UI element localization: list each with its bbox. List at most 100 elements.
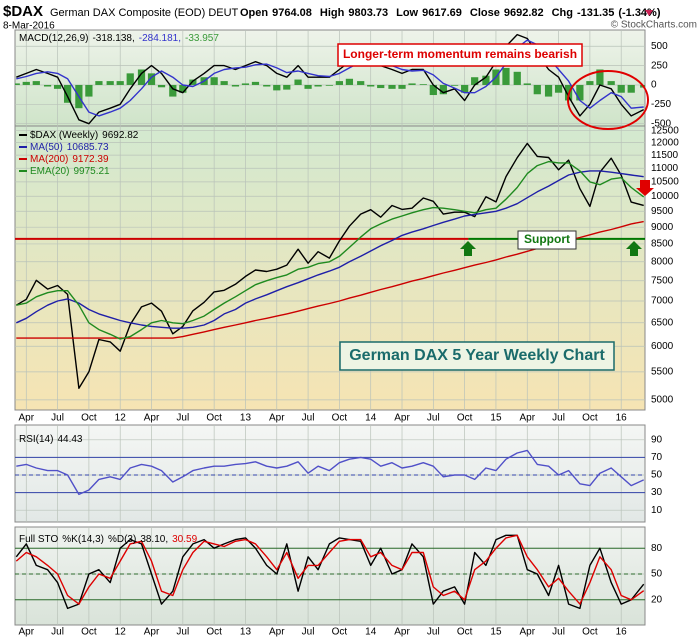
x-tick-label: Jul <box>427 413 440 424</box>
x-tick-label: Jul <box>552 627 565 638</box>
y-tick-label: 8500 <box>651 239 674 250</box>
histogram-bar <box>544 84 553 97</box>
legend-value: 9172.39 <box>72 154 109 165</box>
histogram-bar <box>169 84 177 97</box>
x-tick-label: 16 <box>616 627 628 638</box>
copyright: © StockCharts.com <box>611 20 697 31</box>
x-tick-label: Jul <box>302 413 315 424</box>
x-tick-label: Apr <box>394 413 410 424</box>
x-tick-label: Apr <box>144 413 160 424</box>
histogram-bar <box>617 84 625 93</box>
stat-label: Low <box>396 7 418 19</box>
histogram-bar <box>53 84 62 89</box>
histogram-bar <box>325 84 333 86</box>
legend-value: 30.59 <box>172 534 197 545</box>
histogram-bar <box>408 83 416 85</box>
y-tick-label: 11000 <box>651 163 679 174</box>
x-tick-label: Apr <box>519 627 535 638</box>
support-box <box>517 230 577 250</box>
panel-labels: -500 -250 0 250 500 MACD(12,26,9) -318.138, -28… <box>19 33 671 130</box>
legend-value: -318.138, <box>92 33 134 44</box>
y-tick-label: 6000 <box>651 341 674 352</box>
y-tick-label: 80 <box>651 543 663 554</box>
legend-entry: MA(200) 9172.39 <box>30 154 109 165</box>
panel-labels: 20 50 80 Full STO %K(14,3) %D(3) 38.10, 30.59 Ap… <box>18 534 662 638</box>
up-arrow <box>460 241 476 256</box>
legend: Full STO %K(14,3) %D(3) 38.10, 30.59 <box>19 534 198 545</box>
histogram-bar <box>32 81 40 85</box>
stat-label: Chg <box>552 7 573 19</box>
y-tick-label: -500 <box>651 118 671 129</box>
y-tick-label: 20 <box>651 594 663 605</box>
x-tick-label: Jul <box>552 413 565 424</box>
stat-value: 9692.82 <box>504 7 544 19</box>
y-tick-label: 12500 <box>651 125 679 136</box>
y-tick-label: 9500 <box>651 206 674 217</box>
series-line <box>15 534 645 610</box>
y-tick-label: 12000 <box>651 137 679 148</box>
histogram-bar <box>335 81 344 85</box>
x-tick-label: Oct <box>457 627 473 638</box>
annotations: Longer-term momentum remains bearish Sup… <box>337 43 654 371</box>
x-tick-label: 12 <box>115 413 127 424</box>
histogram-bar <box>179 84 187 93</box>
histogram-bar <box>22 81 30 85</box>
x-tick-label: Oct <box>81 413 97 424</box>
stat-label: Open <box>240 7 268 19</box>
legend-value: -284.181, <box>139 33 181 44</box>
histogram-bar <box>95 81 103 85</box>
histogram-bar <box>63 84 72 103</box>
legend-value: 9975.21 <box>73 166 110 177</box>
legend-name: %K(14,3) <box>62 534 104 545</box>
histogram-bar <box>367 84 375 87</box>
stat-value: 9764.08 <box>272 7 312 19</box>
histogram-bar <box>251 81 260 85</box>
histogram-bar <box>126 73 134 85</box>
histogram-bar <box>513 71 521 85</box>
legend-name: %D(3) <box>108 534 136 545</box>
histogram-bar <box>147 73 156 85</box>
histogram-bar <box>137 69 146 85</box>
series-line <box>16 170 644 329</box>
histogram-bar <box>15 83 20 85</box>
x-tick-label: Oct <box>81 627 97 638</box>
legend-title: MACD(12,26,9) <box>19 33 88 44</box>
histogram-bar <box>273 84 281 91</box>
y-tick-label: 30 <box>651 487 663 498</box>
change-pct: (-1.34%) <box>618 7 661 19</box>
series-line <box>15 142 644 389</box>
y-tick-label: 6500 <box>651 317 674 328</box>
legend: RSI(14) 44.43 <box>19 434 83 445</box>
y-tick-label: 0 <box>651 80 657 91</box>
x-tick-label: 14 <box>365 413 377 424</box>
histogram-bar <box>377 84 385 89</box>
histogram-bar <box>231 84 240 87</box>
annotation-box <box>337 43 583 67</box>
x-tick-label: Jul <box>51 627 64 638</box>
x-tick-label: Oct <box>582 627 598 638</box>
x-tick-label: Oct <box>206 413 222 424</box>
x-tick-label: Apr <box>269 627 285 638</box>
x-tick-label: 12 <box>115 627 127 638</box>
histogram-bar <box>398 84 406 89</box>
x-tick-label: Oct <box>332 413 348 424</box>
histogram-bar <box>304 84 312 89</box>
histogram-bar <box>471 77 479 85</box>
series-line <box>15 534 645 605</box>
histogram-bar <box>627 84 635 93</box>
histogram-bar <box>533 84 541 95</box>
x-tick-label: 14 <box>365 627 377 638</box>
x-tick-label: Apr <box>18 413 34 424</box>
histogram-bar <box>439 84 447 95</box>
legend-name: RSI(14) <box>19 434 53 445</box>
legend-name: $DAX (Weekly) <box>30 130 98 141</box>
legend-value: 38.10, <box>140 534 168 545</box>
x-tick-label: Jul <box>427 627 440 638</box>
histogram-bar <box>116 81 124 85</box>
histogram-bar <box>461 84 469 93</box>
histogram-bar <box>607 81 615 85</box>
histogram-bar <box>451 84 459 86</box>
legend-entry: EMA(20) 9975.21 <box>30 166 110 177</box>
